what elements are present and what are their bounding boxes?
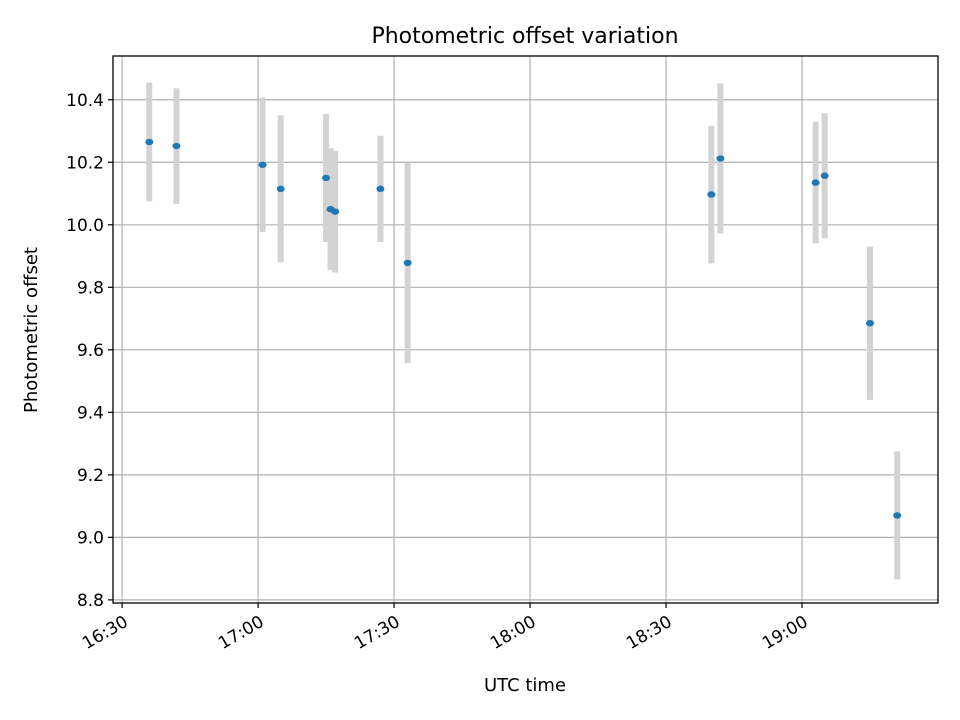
y-tick-label: 10.0 [66,216,104,236]
y-axis-label: Photometric offset [21,247,42,413]
x-tick-label: 17:30 [351,612,403,654]
y-tick-label: 10.2 [66,153,104,173]
x-tick-label: 16:30 [79,612,131,654]
y-tick-label: 9.4 [77,403,104,423]
x-tick-label: 18:00 [487,612,539,654]
y-tick-label: 10.4 [66,91,104,111]
data-point [331,208,340,215]
y-tick-label: 9.0 [77,528,104,548]
x-tick-label: 17:00 [215,612,267,654]
x-tick-label: 19:00 [759,612,811,654]
x-tick-label: 18:30 [623,612,675,654]
data-point [707,191,716,198]
y-tick-label: 8.8 [77,591,104,611]
data-point [258,161,267,168]
data-point [866,320,875,327]
data-point [172,142,181,150]
y-tick-label: 9.2 [77,466,104,486]
data-point [322,174,331,182]
data-point [811,179,820,186]
data-points [145,138,902,519]
data-point [893,512,902,519]
data-point [276,185,285,193]
grid [113,56,938,603]
y-tick-label: 9.8 [77,278,104,298]
y-tick-label: 9.6 [77,341,104,361]
data-point [376,185,385,193]
data-point [403,259,412,267]
data-point [716,155,725,162]
x-axis-label: UTC time [484,675,566,696]
data-point [145,138,154,146]
chart-title: Photometric offset variation [371,24,678,49]
data-point [820,172,829,179]
errorbars [146,82,901,580]
plot-frame [112,55,939,604]
